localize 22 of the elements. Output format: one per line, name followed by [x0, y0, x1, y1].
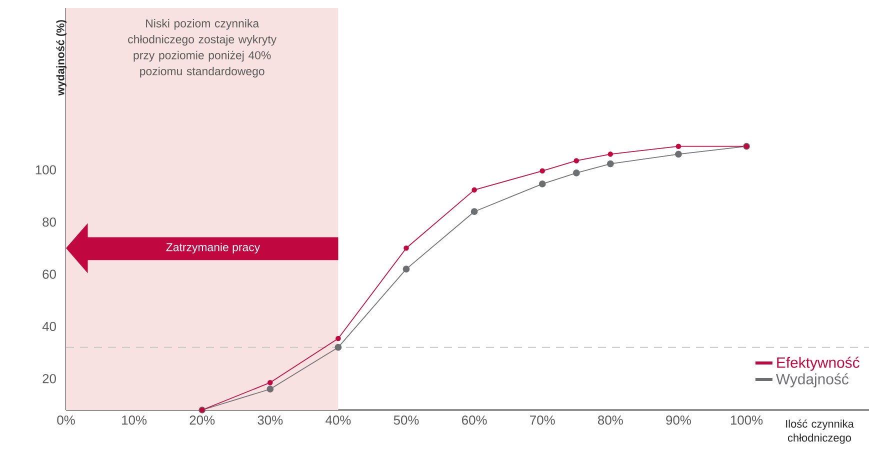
x-tick-label: 20% — [190, 416, 215, 425]
x-axis-title: Ilość czynnika chłodniczego — [786, 420, 854, 444]
y-tick-label: 20 — [42, 374, 56, 384]
y-tick-label: 60 — [42, 270, 56, 279]
band-label: Niski poziom czynnika chłodniczego zostaje wykryty przy poziomie poniżej 40% poziomu standardowego — [128, 19, 277, 78]
x-tick-label: 80% — [598, 416, 623, 425]
annotation: Zatrzymanie pracy — [166, 242, 260, 254]
x-tick-label: 50% — [394, 416, 419, 425]
x-tick-label: 30% — [258, 416, 283, 425]
x-tick-label: 100% — [730, 416, 763, 425]
x-tick-label: 60% — [462, 416, 487, 425]
legend-label: Efektywność — [777, 356, 860, 371]
y-tick-label: 100 — [36, 165, 56, 174]
y-tick-label: 80 — [42, 217, 56, 227]
y-tick-label: 40 — [42, 322, 56, 332]
x-tick-label: 40% — [326, 416, 351, 425]
x-tick-label: 70% — [530, 416, 555, 425]
x-tick-label: 0% — [57, 416, 75, 425]
x-tick-label: 10% — [122, 416, 147, 425]
legend-label: Wydajność — [776, 373, 848, 388]
x-tick-label: 90% — [666, 416, 691, 425]
y-axis-title: wydajność (%) — [56, 20, 66, 96]
